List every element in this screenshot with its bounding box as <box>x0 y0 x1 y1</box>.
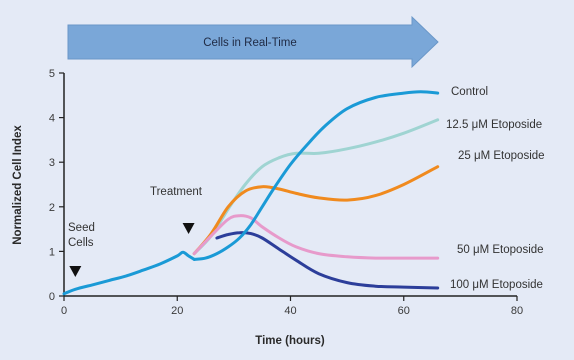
legend-12-5um: 12.5 μM Etoposide <box>446 119 542 131</box>
banner-arrow <box>67 15 439 69</box>
y-tick-label: 4 <box>49 113 55 125</box>
x-tick-label: 20 <box>171 305 183 317</box>
x-tick-label: 0 <box>61 305 67 317</box>
legend-100um: 100 μM Etoposide <box>450 279 543 291</box>
legend-50um: 50 μM Etoposide <box>457 244 544 256</box>
y-tick-label: 1 <box>49 246 55 258</box>
treatment-marker-triangle <box>182 223 195 234</box>
x-axis-title: Time (hours) <box>255 335 325 347</box>
y-tick-label: 5 <box>49 68 55 80</box>
y-tick-label: 3 <box>49 157 55 169</box>
treatment-annotation: Treatment <box>150 186 203 234</box>
seed-label-line2: Cells <box>68 237 94 249</box>
banner-label: Cells in Real-Time <box>203 37 297 49</box>
legend-control: Control <box>451 86 488 98</box>
y-axis-title: Normalized Cell Index <box>12 125 24 245</box>
legend-25um: 25 μM Etoposide <box>458 150 545 162</box>
series-line-25um <box>192 165 440 256</box>
x-tick-label: 40 <box>284 305 296 317</box>
y-tick-label: 2 <box>49 202 55 214</box>
series-line-control <box>192 90 440 261</box>
treatment-label: Treatment <box>150 186 203 198</box>
series-line-50um <box>192 214 440 260</box>
y-tick-label: 0 <box>49 291 55 303</box>
seed-marker-triangle <box>69 266 82 277</box>
axis-ticks: 0 20 40 60 80 0 1 2 3 4 5 <box>49 68 523 317</box>
seed-annotation: Seed Cells <box>68 222 95 277</box>
series-lines <box>62 90 440 296</box>
series-line-100um <box>215 231 440 290</box>
baseline-series-line <box>62 250 196 296</box>
seed-label-line1: Seed <box>68 222 95 234</box>
x-tick-label: 80 <box>511 305 523 317</box>
x-tick-label: 60 <box>398 305 410 317</box>
